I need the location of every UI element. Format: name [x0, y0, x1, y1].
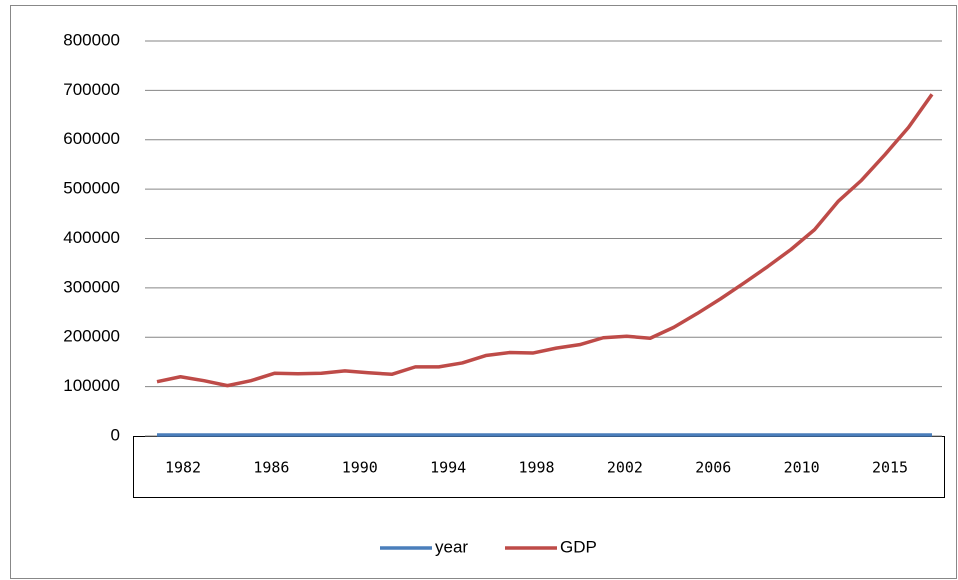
- x-tick-label: 1998: [518, 459, 554, 477]
- x-tick-label: 2006: [695, 459, 731, 477]
- x-tick-label: 2010: [784, 459, 820, 477]
- y-tick-label: 500000: [63, 179, 120, 198]
- y-tick-label: 600000: [63, 129, 120, 148]
- x-tick-label: 1986: [253, 459, 289, 477]
- y-tick-label: 0: [111, 425, 120, 444]
- y-tick-label: 700000: [63, 80, 120, 99]
- x-tick-label: 1982: [165, 459, 201, 477]
- y-tick-label: 800000: [63, 30, 120, 49]
- x-tick-label: 1990: [342, 459, 378, 477]
- chart-border: [10, 5, 957, 579]
- x-tick-label: 1994: [430, 459, 466, 477]
- legend-label: year: [435, 537, 468, 556]
- x-tick-label: 2002: [607, 459, 643, 477]
- y-tick-label: 200000: [63, 327, 120, 346]
- y-tick-label: 100000: [63, 376, 120, 395]
- legend-label: GDP: [560, 537, 597, 556]
- y-tick-label: 400000: [63, 228, 120, 247]
- line-series: [156, 93, 934, 388]
- y-tick-label: 300000: [63, 277, 120, 296]
- x-tick-label: 2015: [872, 459, 908, 477]
